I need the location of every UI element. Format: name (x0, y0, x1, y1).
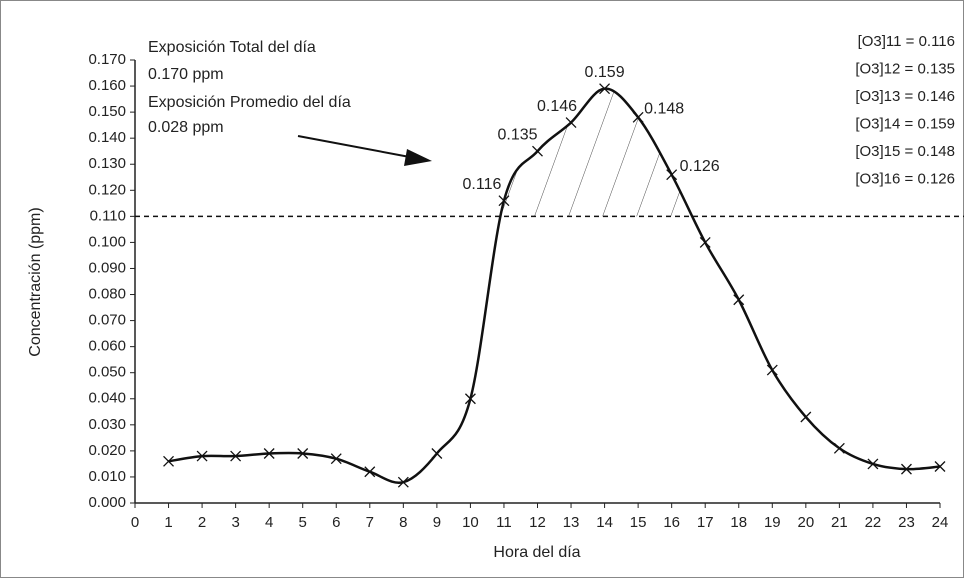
y-tick-label: 0.050 (88, 364, 126, 381)
arrow (297, 135, 432, 166)
marker (431, 448, 443, 459)
x-tick-label: 19 (764, 514, 781, 531)
x-tick-label: 23 (898, 514, 915, 531)
y-tick-label: 0.020 (88, 442, 126, 459)
exceedance-area (500, 88, 693, 217)
marker (800, 411, 812, 423)
y-tick-label: 0.060 (88, 338, 126, 355)
marker (263, 448, 275, 459)
y-tick-label: 0.140 (88, 129, 126, 146)
x-tick-label: 20 (797, 514, 814, 531)
marker (833, 442, 845, 454)
x-tick-label: 13 (563, 514, 580, 531)
y-tick-label: 0.150 (88, 103, 126, 120)
data-label: 0.126 (680, 158, 720, 175)
marker (464, 393, 476, 405)
y-tick-label: 0.130 (88, 155, 126, 172)
marker (330, 453, 342, 465)
marker (498, 195, 510, 207)
x-tick-label: 14 (596, 514, 613, 531)
marker (397, 476, 409, 488)
data-label: 0.159 (585, 64, 625, 81)
y-tick-label: 0.090 (88, 259, 126, 276)
x-tick-label: 11 (496, 514, 512, 531)
marker (766, 364, 778, 376)
x-tick-label: 9 (433, 514, 441, 531)
y-tick-label: 0.000 (88, 494, 126, 511)
data-label: 0.146 (537, 98, 577, 115)
marker (297, 448, 309, 459)
annotation: 0.028 ppm (148, 119, 224, 136)
marker (230, 450, 242, 462)
legend-line: [O3]13 = 0.146 (855, 88, 955, 105)
legend-line: [O3]12 = 0.135 (855, 60, 955, 77)
x-tick-label: 21 (831, 514, 848, 531)
y-tick-label: 0.080 (88, 285, 126, 302)
data-label: 0.135 (497, 126, 537, 143)
x-tick-label: 15 (630, 514, 647, 531)
x-tick-label: 3 (231, 514, 239, 531)
x-tick-label: 7 (366, 514, 374, 531)
annotation: Exposición Promedio del día (148, 94, 351, 111)
legend-line: [O3]15 = 0.148 (855, 143, 955, 160)
marker (699, 236, 711, 248)
data-label: 0.148 (644, 101, 684, 118)
x-axis-label: Hora del día (493, 544, 580, 561)
legend-line: [O3]11 = 0.116 (858, 33, 955, 50)
y-tick-label: 0.120 (88, 181, 126, 198)
y-tick-label: 0.100 (88, 233, 126, 250)
marker (532, 145, 543, 157)
marker (934, 461, 946, 472)
marker (196, 450, 208, 462)
x-tick-label: 0 (131, 514, 139, 531)
marker (163, 455, 175, 467)
y-tick-label: 0.040 (88, 390, 126, 407)
x-tick-label: 1 (164, 514, 172, 531)
legend-line: [O3]14 = 0.159 (855, 115, 955, 132)
annotation: Exposición Total del día (148, 39, 316, 56)
marker (599, 83, 611, 95)
y-tick-label: 0.030 (88, 416, 126, 433)
x-tick-label: 4 (265, 514, 273, 531)
x-tick-label: 5 (299, 514, 307, 531)
x-tick-label: 17 (697, 514, 714, 531)
y-tick-label: 0.070 (88, 312, 126, 329)
data-label: 0.116 (463, 176, 502, 193)
marker (666, 169, 678, 181)
marker (364, 466, 376, 478)
annotation: 0.170 ppm (148, 66, 224, 83)
y-axis-label: Concentración (ppm) (27, 207, 44, 356)
marker (867, 458, 879, 470)
y-tick-label: 0.110 (90, 207, 126, 224)
y-tick-label: 0.170 (88, 51, 126, 68)
marker (565, 117, 577, 129)
marker (900, 463, 912, 475)
x-tick-label: 6 (332, 514, 340, 531)
x-tick-label: 18 (730, 514, 747, 531)
marker (733, 294, 745, 306)
x-tick-label: 12 (529, 514, 546, 531)
x-tick-label: 24 (932, 514, 949, 531)
x-tick-label: 16 (663, 514, 680, 531)
x-tick-label: 8 (399, 514, 407, 531)
y-tick-label: 0.160 (88, 77, 126, 94)
x-tick-label: 10 (462, 514, 479, 531)
x-tick-label: 2 (198, 514, 206, 531)
x-tick-label: 22 (865, 514, 882, 531)
y-tick-label: 0.010 (88, 468, 126, 485)
marker (632, 111, 644, 123)
legend-line: [O3]16 = 0.126 (855, 170, 955, 187)
